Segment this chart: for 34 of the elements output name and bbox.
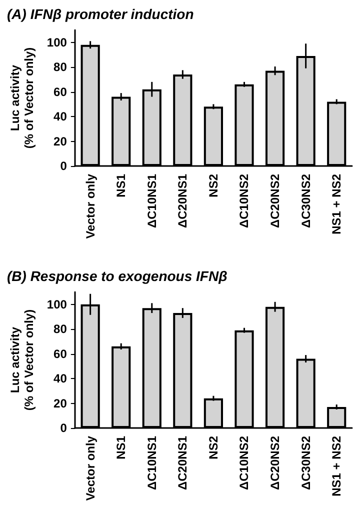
y-tick-label: 20 — [54, 396, 68, 410]
y-tick-label: 0 — [60, 421, 68, 435]
x-tick-label: ΔC10NS2 — [237, 174, 252, 228]
x-tick-label: NS2 — [206, 436, 220, 460]
x-tick-label: ΔC10NS1 — [144, 174, 159, 228]
x-tick-label: NS1 + NS2 — [330, 436, 344, 496]
x-tick-label: ΔC20NS1 — [176, 174, 190, 228]
y-tick-label: 40 — [54, 372, 68, 386]
y-tick-label: 20 — [54, 134, 68, 148]
x-tick-label: ΔC30NS2 — [298, 436, 313, 490]
y-tick-label: 60 — [54, 346, 68, 361]
x-tick-label: ΔC20NS2 — [268, 436, 282, 490]
y-axis-title: Luc activity (% of Vector only) — [8, 47, 36, 149]
x-tick-label: Vector only — [83, 174, 98, 239]
y-tick-label: 100 — [46, 35, 68, 50]
x-tick-label: ΔC10NS2 — [237, 436, 252, 490]
y-tick-label: 80 — [54, 60, 68, 74]
x-tick-label: ΔC20NS1 — [176, 436, 190, 490]
y-tick-label: 100 — [46, 297, 68, 312]
x-tick-label: ΔC20NS2 — [268, 174, 282, 228]
x-tick-label: ΔC30NS2 — [298, 174, 313, 228]
x-tick-label: NS2 — [206, 174, 220, 198]
x-tick-label: NS1 — [114, 436, 128, 460]
y-tick-label: 60 — [54, 84, 68, 99]
y-tick-label: 0 — [60, 159, 68, 173]
x-tick-label: NS1 + NS2 — [330, 174, 344, 234]
x-tick-label: ΔC10NS1 — [144, 436, 159, 490]
x-tick-label: NS1 — [114, 174, 128, 198]
y-tick-label: 80 — [54, 322, 68, 336]
x-tick-label: Vector only — [83, 436, 98, 501]
y-tick-label: 40 — [54, 110, 68, 124]
chart-title: (B) Response to exogenous IFNβ — [7, 268, 228, 284]
y-axis-title: Luc activity (% of Vector only) — [8, 309, 36, 411]
chart-title: (A) IFNβ promoter induction — [7, 6, 194, 22]
